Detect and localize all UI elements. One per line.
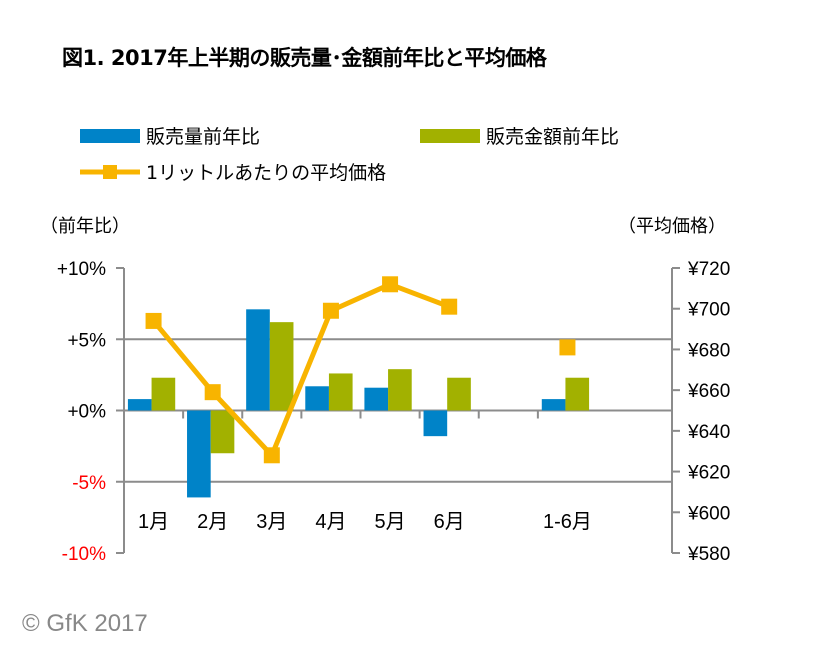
bar-value xyxy=(328,373,353,411)
legend-label: 1リットルあたりの平均価格 xyxy=(146,162,387,184)
right-axis-title: （平均価格） xyxy=(618,216,726,237)
price-marker xyxy=(382,276,399,293)
bar-value xyxy=(447,377,471,411)
left-tick-label: +10% xyxy=(57,259,106,280)
price-marker xyxy=(322,302,339,319)
price-marker xyxy=(145,312,162,329)
legend-label: 販売金額前年比 xyxy=(486,126,620,148)
price-marker xyxy=(263,447,280,464)
category-label: 4月 xyxy=(315,511,346,533)
left-tick-label: -5% xyxy=(72,473,106,494)
bar-volume xyxy=(541,399,566,411)
legend-item-value: 販売金額前年比 xyxy=(420,122,619,149)
bar-volume xyxy=(364,387,389,411)
category-label: 5月 xyxy=(375,511,406,533)
right-tick-label: ¥620 xyxy=(687,463,730,484)
right-tick-label: ¥720 xyxy=(687,259,730,280)
legend-swatch xyxy=(420,128,480,143)
price-line xyxy=(151,281,451,458)
right-tick-label: ¥640 xyxy=(687,422,730,443)
price-marker xyxy=(204,384,221,401)
right-tick-label: ¥680 xyxy=(687,340,730,361)
bar-volume xyxy=(187,410,211,498)
bar-volume xyxy=(127,399,152,411)
right-tick-label: ¥700 xyxy=(687,300,730,321)
left-axis-title: （前年比） xyxy=(40,216,130,237)
bar-value xyxy=(151,377,176,411)
bar-value xyxy=(210,410,235,454)
bar-value xyxy=(269,322,294,411)
copyright: © GfK 2017 xyxy=(22,610,148,637)
legend-label: 販売量前年比 xyxy=(146,126,261,148)
bar-volume xyxy=(305,386,329,411)
right-tick-label: ¥660 xyxy=(687,381,730,402)
right-tick-label: ¥600 xyxy=(687,503,730,524)
chart-title: 図1. 2017年上半期の販売量･金額前年比と平均価格 xyxy=(62,46,547,70)
legend-swatch xyxy=(80,128,140,143)
legend-item-price: 1リットルあたりの平均価格 xyxy=(80,158,386,185)
left-tick-label: +5% xyxy=(67,330,106,351)
right-tick-label: ¥580 xyxy=(687,544,730,565)
category-label: 6月 xyxy=(434,511,465,533)
bar-value xyxy=(388,369,412,411)
price-marker xyxy=(559,339,576,356)
legend-line-swatch xyxy=(80,164,140,179)
category-label: 1-6月 xyxy=(543,511,592,533)
bar-value xyxy=(565,377,590,411)
price-marker xyxy=(441,298,458,315)
bar-volume xyxy=(246,309,270,411)
category-label: 3月 xyxy=(256,511,287,533)
category-label: 1月 xyxy=(138,511,169,533)
left-tick-label: -10% xyxy=(62,544,106,565)
left-tick-label: +0% xyxy=(67,402,106,423)
bar-volume xyxy=(423,410,448,437)
legend-item-volume: 販売量前年比 xyxy=(80,122,260,149)
category-label: 2月 xyxy=(197,511,228,533)
